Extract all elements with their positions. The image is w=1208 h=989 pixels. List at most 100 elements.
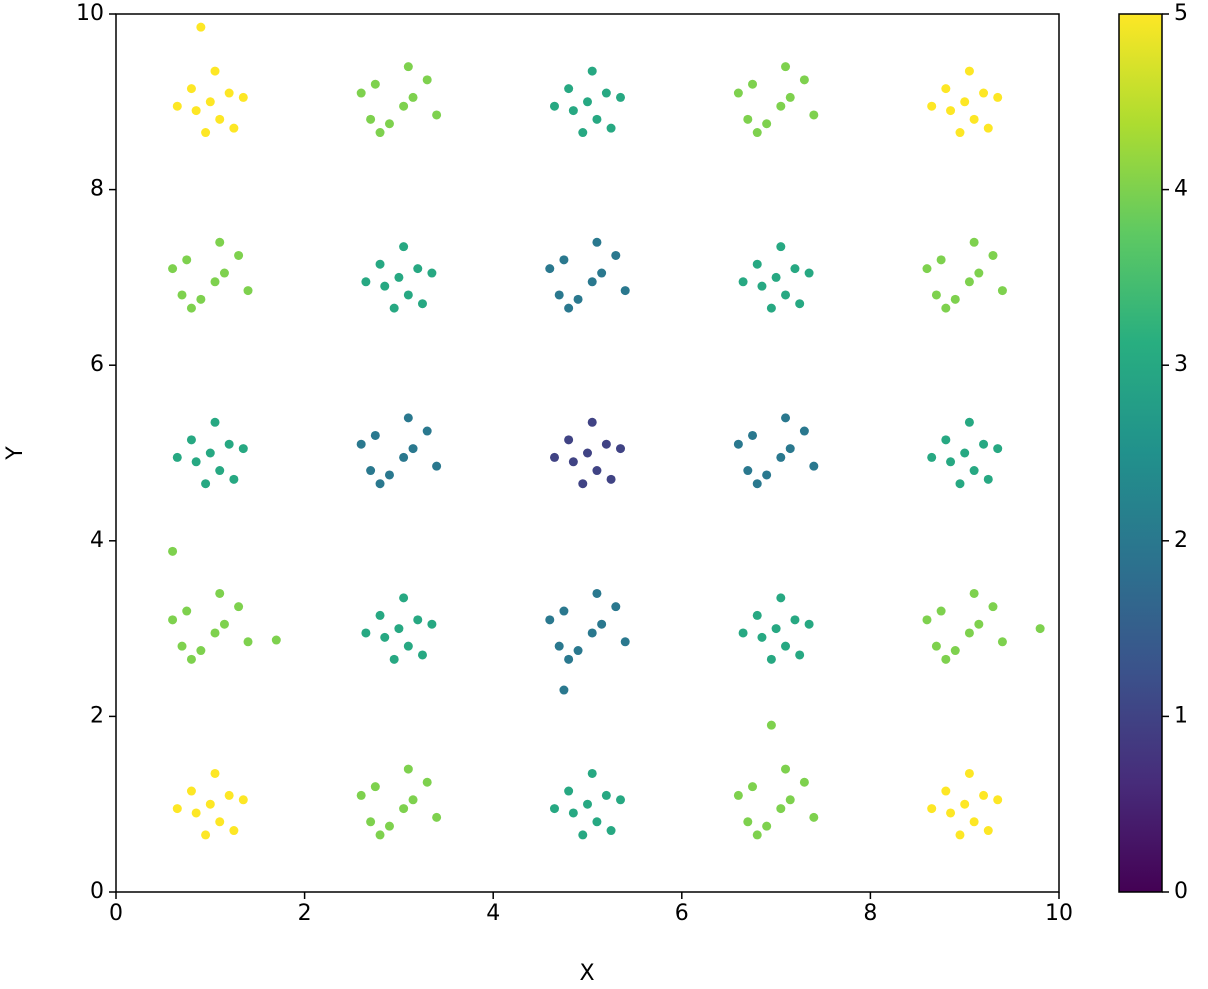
point xyxy=(427,619,437,629)
point xyxy=(781,764,791,774)
point xyxy=(771,272,781,282)
point xyxy=(766,654,776,664)
point xyxy=(399,242,409,252)
point xyxy=(168,615,178,625)
point xyxy=(394,624,404,634)
point xyxy=(168,546,178,556)
point xyxy=(752,128,762,138)
y-tick-label: 8 xyxy=(90,177,104,202)
point xyxy=(568,457,578,467)
point xyxy=(215,817,225,827)
point xyxy=(403,290,413,300)
point xyxy=(205,448,215,458)
point xyxy=(809,461,819,471)
point xyxy=(601,439,611,449)
point xyxy=(941,435,951,445)
colorbar-tick-label: 4 xyxy=(1174,177,1188,202)
point xyxy=(955,479,965,489)
point xyxy=(366,466,376,476)
point xyxy=(738,628,748,638)
point xyxy=(573,294,583,304)
point xyxy=(201,830,211,840)
x-axis-label: X xyxy=(579,961,594,986)
point xyxy=(408,444,418,454)
point xyxy=(979,790,989,800)
point xyxy=(196,22,206,32)
x-tick-label: 10 xyxy=(1045,901,1073,926)
point xyxy=(380,632,390,642)
colorbar-tick-label: 5 xyxy=(1174,1,1188,26)
point xyxy=(733,88,743,98)
x-tick-label: 4 xyxy=(486,901,500,926)
point xyxy=(795,650,805,660)
y-tick-label: 6 xyxy=(90,352,104,377)
point xyxy=(564,654,574,664)
point xyxy=(738,277,748,287)
point xyxy=(752,830,762,840)
point xyxy=(757,632,767,642)
point xyxy=(432,812,442,822)
point xyxy=(564,84,574,94)
point xyxy=(799,777,809,787)
point xyxy=(941,786,951,796)
point xyxy=(766,303,776,313)
point xyxy=(955,128,965,138)
point xyxy=(205,97,215,107)
point xyxy=(370,430,380,440)
point xyxy=(743,817,753,827)
point xyxy=(1035,624,1045,634)
point xyxy=(432,461,442,471)
point xyxy=(592,114,602,124)
point xyxy=(224,88,234,98)
point xyxy=(936,606,946,616)
point xyxy=(776,242,786,252)
point xyxy=(399,593,409,603)
point xyxy=(554,641,564,651)
point xyxy=(748,782,758,792)
point xyxy=(210,628,220,638)
point xyxy=(375,479,385,489)
point xyxy=(776,593,786,603)
point xyxy=(922,615,932,625)
point xyxy=(993,92,1003,102)
point xyxy=(229,123,239,133)
point xyxy=(413,615,423,625)
point xyxy=(785,795,795,805)
point xyxy=(790,615,800,625)
point xyxy=(177,641,187,651)
point xyxy=(733,790,743,800)
point xyxy=(215,114,225,124)
point xyxy=(549,101,559,111)
point xyxy=(620,637,630,647)
point xyxy=(993,795,1003,805)
point xyxy=(969,237,979,247)
point xyxy=(559,255,569,265)
point xyxy=(224,439,234,449)
point xyxy=(403,764,413,774)
point xyxy=(752,479,762,489)
point xyxy=(983,826,993,836)
point xyxy=(941,654,951,664)
point xyxy=(616,795,626,805)
point xyxy=(389,303,399,313)
point xyxy=(243,286,253,296)
point xyxy=(983,123,993,133)
point xyxy=(186,654,196,664)
point xyxy=(219,268,229,278)
point xyxy=(587,768,597,778)
point xyxy=(597,268,607,278)
point xyxy=(785,444,795,454)
point xyxy=(399,452,409,462)
point xyxy=(177,290,187,300)
point xyxy=(215,466,225,476)
point xyxy=(950,646,960,656)
point xyxy=(238,92,248,102)
point xyxy=(922,264,932,274)
point xyxy=(559,685,569,695)
point xyxy=(804,268,814,278)
point xyxy=(196,294,206,304)
point xyxy=(795,299,805,309)
point xyxy=(799,426,809,436)
point xyxy=(370,79,380,89)
